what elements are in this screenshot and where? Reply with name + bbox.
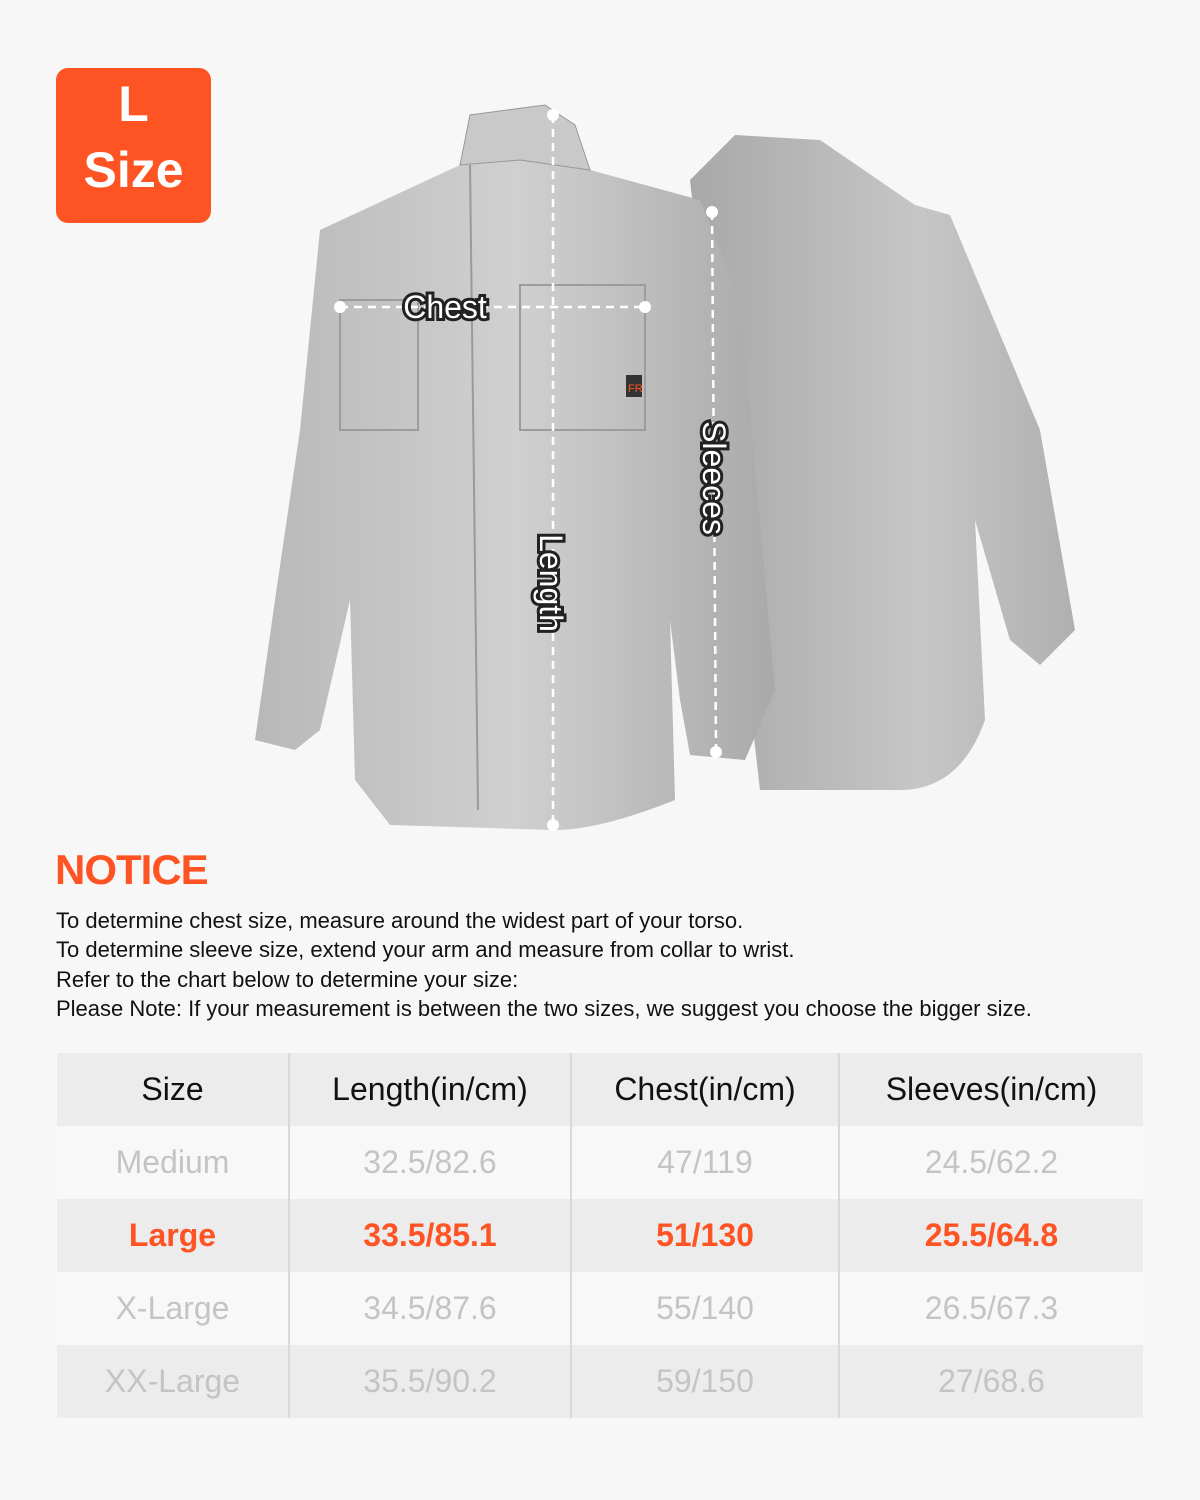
chest-label: Chest <box>403 289 487 325</box>
table-row-highlighted: Large 33.5/85.1 51/130 25.5/64.8 <box>57 1199 1143 1272</box>
cell-chest: 51/130 <box>570 1199 839 1272</box>
cell-sleeves: 26.5/67.3 <box>838 1272 1143 1345</box>
notice-line: Refer to the chart below to determine yo… <box>56 966 519 992</box>
size-badge: L Size <box>56 68 211 223</box>
notice-title: NOTICE <box>55 846 209 893</box>
notice-line: To determine chest size, measure around … <box>56 908 744 933</box>
size-table: Size Length(in/cm) Chest(in/cm) Sleeves(… <box>57 1053 1143 1418</box>
cell-chest: 47/119 <box>570 1126 839 1199</box>
table-row: Medium 32.5/82.6 47/119 24.5/62.2 <box>57 1126 1143 1199</box>
header-size: Size <box>57 1053 289 1126</box>
cell-length: 35.5/90.2 <box>288 1345 571 1418</box>
sleeve-measure-line <box>710 211 718 753</box>
header-sleeves: Sleeves(in/cm) <box>838 1053 1143 1126</box>
cell-length: 32.5/82.6 <box>288 1126 571 1199</box>
header-chest: Chest(in/cm) <box>570 1053 839 1126</box>
table-header: Size Length(in/cm) Chest(in/cm) Sleeves(… <box>57 1053 1143 1126</box>
cell-size: X-Large <box>57 1272 289 1345</box>
length-label: Length <box>533 534 569 632</box>
table-row: XX-Large 35.5/90.2 59/150 27/68.6 <box>57 1345 1143 1418</box>
notice-line: Please Note: If your measurement is betw… <box>56 995 1032 1021</box>
size-word: Size <box>83 142 184 198</box>
cell-size: Medium <box>57 1126 289 1199</box>
notice-line: To determine sleeve size, extend your ar… <box>56 937 795 963</box>
size-letter: L <box>118 76 149 132</box>
shirt-back <box>690 135 1075 790</box>
cell-sleeves: 25.5/64.8 <box>838 1199 1143 1272</box>
cell-sleeves: 24.5/62.2 <box>838 1126 1143 1199</box>
cell-chest: 59/150 <box>570 1345 839 1418</box>
cell-size: XX-Large <box>57 1345 289 1418</box>
sleeves-label: Sleeces <box>696 421 732 535</box>
cell-sleeves: 27/68.6 <box>838 1345 1143 1418</box>
cell-chest: 55/140 <box>570 1272 839 1345</box>
cell-length: 33.5/85.1 <box>288 1199 571 1272</box>
shirt-front: FR <box>255 104 775 830</box>
table-row: X-Large 34.5/87.6 55/140 26.5/67.3 <box>57 1272 1143 1345</box>
cell-length: 34.5/87.6 <box>288 1272 571 1345</box>
notice-text: To determine chest size, measure around … <box>56 906 1032 1023</box>
cell-size: Large <box>57 1199 289 1272</box>
header-length: Length(in/cm) <box>288 1053 571 1126</box>
shirt-diagram: FR Chest Length Sleeces <box>255 104 1075 831</box>
fr-tag: FR <box>628 383 643 395</box>
